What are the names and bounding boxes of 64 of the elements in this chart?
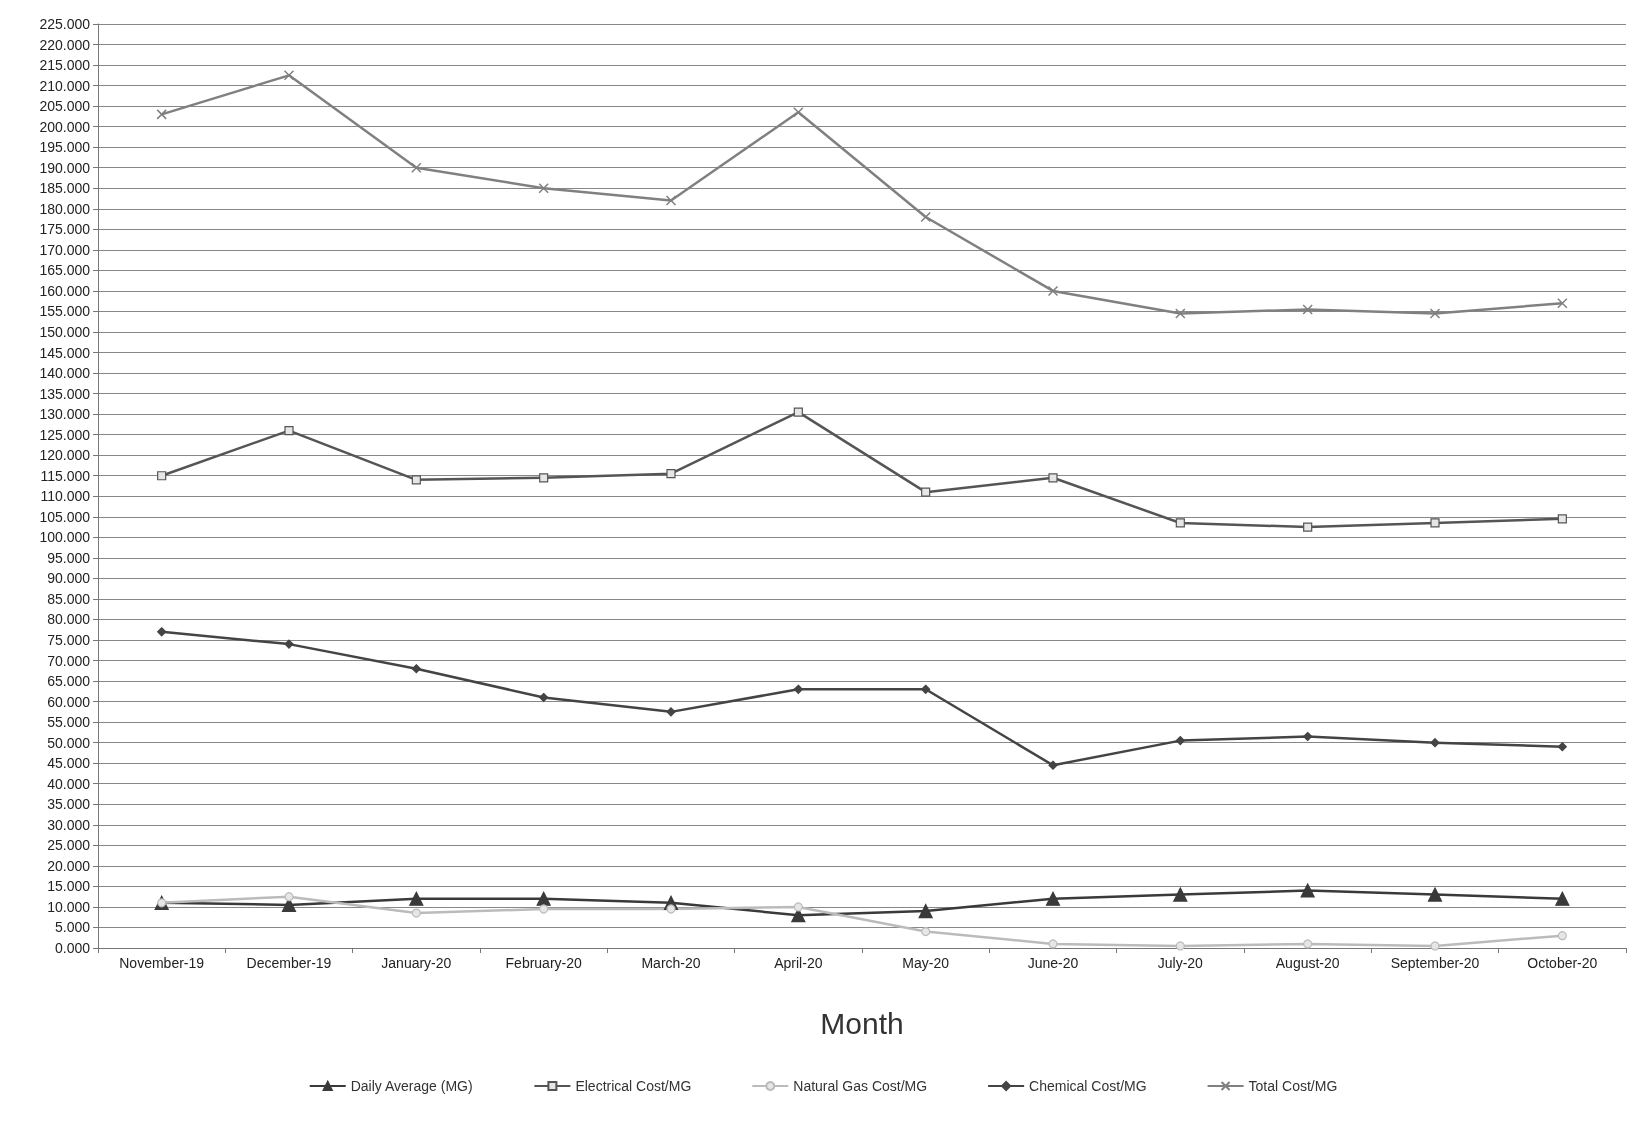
x-tick-label: December-19	[246, 955, 332, 971]
y-tick-label: 160.000	[39, 282, 91, 299]
x-tick-label: September-20	[1390, 955, 1480, 971]
y-tick-label: 25.000	[47, 837, 91, 854]
legend-label: Chemical Cost/MG	[1029, 1078, 1147, 1094]
y-tick-label: 15.000	[47, 878, 91, 895]
y-tick-label: 45.000	[47, 755, 91, 772]
y-tick-label: 135.000	[39, 385, 91, 402]
y-tick-label: 55.000	[47, 714, 91, 731]
y-tick-label: 10.000	[47, 898, 91, 915]
y-tick-label: 175.000	[39, 221, 91, 238]
y-tick-label: 30.000	[47, 816, 91, 833]
y-tick-label: 75.000	[47, 632, 91, 648]
y-tick-label: 120.000	[39, 447, 91, 464]
legend-label: Electrical Cost/MG	[575, 1078, 692, 1094]
x-tick-label: March-20	[641, 955, 701, 971]
y-tick-label: 200.000	[39, 118, 91, 135]
y-tick-label: 85.000	[47, 590, 91, 607]
y-tick-label: 0.000	[54, 940, 91, 956]
y-tick-label: 210.000	[39, 77, 91, 94]
y-tick-label: 115.000	[40, 467, 91, 484]
y-tick-label: 110.000	[40, 488, 91, 505]
y-tick-label: 5.000	[54, 919, 91, 936]
y-tick-label: 20.000	[47, 857, 91, 874]
y-tick-label: 40.000	[47, 775, 91, 792]
y-tick-label: 80.000	[47, 611, 91, 628]
y-tick-label: 50.000	[47, 734, 91, 751]
y-tick-label: 105.000	[39, 508, 91, 525]
y-tick-label: 90.000	[47, 570, 91, 587]
y-tick-label: 145.000	[39, 344, 91, 361]
y-tick-label: 65.000	[47, 673, 91, 690]
y-tick-label: 130.000	[39, 406, 91, 423]
legend-label: Natural Gas Cost/MG	[793, 1078, 928, 1094]
x-tick-label: August-20	[1275, 955, 1340, 971]
y-tick-label: 225.000	[39, 16, 91, 32]
legend-label: Total Cost/MG	[1248, 1078, 1338, 1094]
y-tick-label: 220.000	[39, 36, 91, 53]
y-tick-label: 140.000	[39, 365, 91, 382]
y-tick-label: 70.000	[47, 652, 91, 669]
x-tick-label: May-20	[902, 955, 950, 971]
x-axis-title: Month	[820, 1006, 904, 1040]
y-tick-label: 95.000	[47, 549, 91, 566]
y-tick-label: 215.000	[39, 57, 91, 74]
y-tick-label: 165.000	[39, 262, 91, 279]
y-tick-label: 180.000	[39, 200, 91, 217]
x-tick-label: January-20	[381, 955, 452, 971]
x-tick-label: June-20	[1027, 955, 1079, 971]
y-tick-label: 60.000	[47, 693, 91, 710]
x-tick-label: July-20	[1157, 955, 1204, 971]
x-tick-label: October-20	[1527, 955, 1598, 971]
y-tick-label: 155.000	[39, 303, 91, 320]
y-tick-label: 190.000	[39, 159, 91, 176]
y-tick-label: 170.000	[39, 241, 91, 258]
x-tick-label: November-19	[119, 955, 205, 971]
legend-label: Daily Average (MG)	[350, 1078, 473, 1094]
y-tick-label: 150.000	[39, 324, 91, 340]
y-tick-label: 195.000	[39, 139, 91, 156]
y-tick-label: 100.000	[39, 529, 91, 546]
y-tick-label: 185.000	[39, 180, 91, 197]
x-tick-label: April-20	[774, 955, 823, 971]
y-tick-label: 35.000	[47, 796, 91, 813]
x-tick-label: February-20	[505, 955, 582, 971]
y-tick-label: 205.000	[39, 98, 91, 115]
y-tick-label: 125.000	[39, 426, 91, 443]
